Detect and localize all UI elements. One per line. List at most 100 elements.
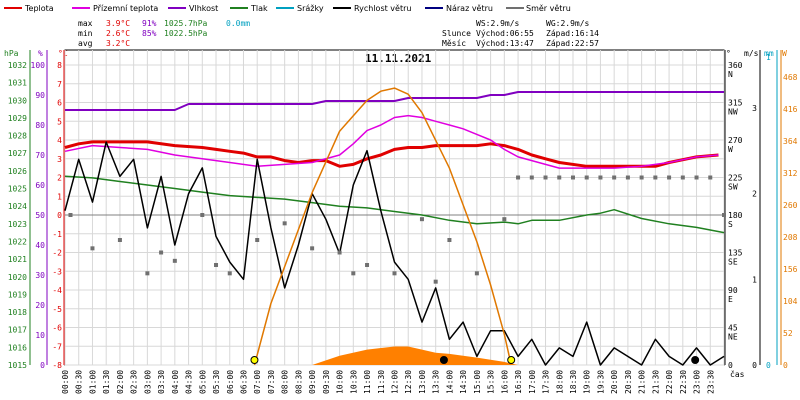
tick-label-pct: 20 [35,301,45,310]
tick-label-time: 16:30 [514,370,523,394]
series-sol-rn-z-en- [312,346,519,365]
tick-label-pct: 40 [35,241,45,250]
tick-label-c: -5 [52,305,62,314]
wind-direction-point [337,250,342,255]
tick-label-c: 8 [57,61,62,70]
wind-direction-point [117,238,122,242]
wind-direction-point [598,175,603,180]
wind-direction-point [625,175,630,180]
wind-direction-point [200,213,205,217]
tick-label-time: 11:00 [363,370,372,394]
tick-label-time: 00:00 [61,370,70,394]
tick-label-hpa: 1032 [8,61,27,70]
wind-direction-point [502,217,507,222]
tick-label-hpa: 1015 [8,361,27,370]
tick-label-time: 05:30 [212,370,221,394]
legend-swatch-ground [72,7,90,9]
wind-direction-point [667,175,672,180]
tick-label-time: 01:00 [88,370,97,394]
tick-label-deg: 45 [728,324,738,333]
wind-direction-point [516,175,521,180]
legend-label-dir: Směr větru [526,4,571,13]
wind-direction-point [282,221,287,226]
tick-label-c: -2 [52,249,62,258]
info-ws: WS:2.9m/s [476,19,520,28]
wind-direction-point [612,175,617,180]
wind-direction-point [159,250,164,255]
wind-direction-point [584,175,589,180]
tick-label-deg: 225 [728,174,743,183]
wind-direction-point [351,271,356,276]
tick-label-time: 20:30 [624,370,633,394]
tick-label-hpa: 1027 [8,149,27,158]
tick-label-deg: 270 [728,136,743,145]
tick-label-time: 10:30 [349,370,358,394]
tick-label-time: 03:30 [157,370,166,394]
stat-max-press: 1025.7hPa [164,19,208,28]
plot-grid [64,49,725,366]
stat-min-label: min [78,29,93,38]
tick-label-ms: 2 [752,190,757,199]
tick-label-w: 0 [783,361,788,370]
tick-label-ms: 1 [752,275,757,284]
stat-min-hum: 85% [142,29,157,38]
tick-label-time: 06:30 [239,370,248,394]
marker-moonset [691,356,700,364]
legend-swatch-rain [276,7,294,9]
tick-label-time: 08:30 [294,370,303,394]
marker-sunrise [250,356,259,364]
wind-direction-point [722,213,726,217]
tick-label-time: 22:00 [665,370,674,394]
tick-label-c: -6 [52,324,62,333]
legend-label-wind: Rychlost větru [354,4,411,13]
tick-label-dir: W [728,145,733,154]
axis-unit-pct: % [38,49,43,58]
info-moonrise: Východ:13:47 [476,39,534,48]
tick-label-time: 22:30 [679,370,688,394]
legend-label-pressure: Tlak [250,4,268,13]
info-wg: WG:2.9m/s [546,19,590,28]
tick-label-c: 2 [57,174,62,183]
wind-direction-point [214,263,219,267]
wind-direction-point [392,271,397,276]
tick-label-w: 208 [783,233,798,242]
plot-series [64,87,726,366]
tick-label-pct: 60 [35,181,45,190]
legend-swatch-gust [425,7,443,9]
chart-date-title: 11.11.2021 [365,52,432,65]
wind-direction-point [474,271,479,276]
tick-label-time: 01:30 [102,370,111,394]
axis-unit-hpa: hPa [4,49,19,58]
tick-label-hpa: 1020 [8,273,27,282]
tick-label-hpa: 1023 [8,220,27,229]
tick-label-c: 1 [57,192,62,201]
tick-label-time: 18:30 [569,370,578,394]
wind-direction-point [255,238,260,242]
tick-label-pct: 80 [35,121,45,130]
tick-label-time: 09:00 [308,370,317,394]
tick-label-deg: 315 [728,99,743,108]
tick-label-time: 10:00 [336,370,345,394]
wind-direction-point [145,271,150,276]
axis-unit-mm: mm [764,49,774,58]
tick-label-hpa: 1018 [8,308,27,317]
info-moonset: Západ:22:57 [546,39,599,48]
axis-unit-w: W [782,49,787,58]
tick-label-hpa: 1016 [8,343,27,352]
tick-label-time: 04:30 [185,370,194,394]
tick-label-c: -8 [52,361,62,370]
tick-label-hpa: 1025 [8,185,27,194]
wind-direction-point [570,175,575,180]
axis-unit-deg: ° [726,49,731,58]
tick-label-time: 20:00 [610,370,619,394]
info-moon-label: Měsíc [442,39,466,48]
tick-label-dir: NW [728,108,738,117]
marker-sunset [507,356,516,364]
tick-label-w: 468 [783,73,798,82]
tick-label-deg: 180 [728,211,743,220]
stat-max-label: max [78,19,93,28]
wind-direction-point [680,175,685,180]
wind-direction-point [419,217,424,222]
tick-label-w: 364 [783,137,798,146]
tick-label-c: -4 [52,286,62,295]
